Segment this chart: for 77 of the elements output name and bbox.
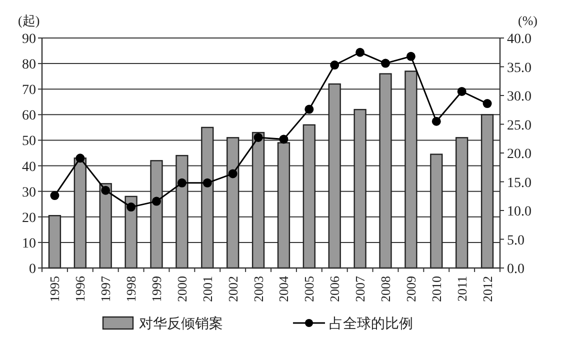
bar — [379, 73, 392, 269]
bar — [328, 83, 341, 269]
y-tick-label: 50 — [22, 134, 36, 150]
x-tick-label: 1996 — [72, 276, 88, 302]
point — [356, 48, 365, 57]
point — [432, 116, 441, 126]
point — [330, 60, 340, 70]
bar — [252, 132, 265, 269]
point — [254, 132, 263, 142]
x-tick-label: 2011 — [454, 276, 470, 302]
y-tick-label: 40 — [22, 160, 36, 175]
point — [279, 134, 288, 144]
point — [304, 104, 314, 114]
x-tick-label: 2000 — [174, 276, 190, 302]
y2-tick-label: 35.0 — [507, 60, 532, 76]
y2-tick-label: 0.0 — [507, 262, 524, 277]
bar — [226, 137, 240, 269]
x-tick-label: 1999 — [149, 276, 164, 302]
x-tick-label: 2005 — [302, 276, 317, 302]
point — [202, 178, 212, 188]
bar — [430, 154, 443, 269]
bar — [354, 108, 366, 269]
point — [76, 154, 85, 163]
point — [228, 169, 238, 178]
point — [101, 186, 110, 195]
bar — [48, 215, 62, 269]
point — [50, 191, 60, 200]
x-tick-label: 2010 — [428, 276, 444, 302]
bar — [150, 160, 163, 269]
point — [126, 202, 136, 212]
y-tick-label: 80 — [22, 58, 36, 73]
x-tick-label: 2001 — [200, 276, 215, 302]
bar — [99, 183, 112, 269]
x-tick-label: 1998 — [124, 276, 139, 302]
point — [406, 52, 416, 61]
x-tick-label: 1995 — [47, 276, 62, 302]
bar — [201, 126, 214, 269]
y-tick-label: 20 — [22, 210, 36, 226]
y-axis-title: (起) — [18, 13, 40, 28]
point — [177, 178, 186, 188]
y2-tick-label: 15.0 — [507, 176, 532, 191]
y2-axis-title: (%) — [518, 13, 538, 28]
x-tick-label: 2004 — [276, 276, 292, 302]
y-tick-label: 10 — [22, 236, 36, 252]
x-tick-label: 2003 — [250, 276, 266, 302]
legend-label: 占全球的比例 — [329, 316, 413, 332]
y2-tick-label: 20.0 — [507, 147, 532, 162]
y2-tick-label: 5.0 — [507, 233, 524, 248]
y2-tick-label: 25.0 — [507, 118, 532, 134]
point — [152, 196, 161, 206]
bar — [277, 142, 290, 269]
point — [457, 86, 466, 96]
x-tick-label: 2008 — [378, 276, 393, 302]
bar — [480, 114, 494, 269]
x-tick-label: 2009 — [403, 276, 418, 302]
y-tick-label: 90 — [22, 32, 36, 47]
x-tick-label: 2002 — [225, 276, 240, 302]
bar — [456, 137, 468, 269]
point — [482, 99, 492, 108]
bar — [124, 196, 138, 269]
y-tick-label: 0 — [29, 262, 36, 277]
y2-tick-label: 30.0 — [507, 90, 532, 104]
x-tick-label: 1997 — [98, 276, 114, 302]
x-tick-label: 2007 — [352, 276, 368, 302]
y2-tick-label: 40.0 — [507, 32, 532, 47]
y-tick-label: 60 — [22, 108, 36, 124]
point — [381, 58, 390, 68]
x-tick-label: 2006 — [327, 276, 342, 302]
y2-tick-label: 10.0 — [507, 204, 532, 220]
y-tick-label: 70 — [22, 83, 36, 98]
y-tick-label: 30 — [22, 185, 36, 200]
legend-label: 对华反倾销案 — [139, 315, 223, 332]
bar — [302, 124, 316, 269]
bar — [74, 158, 86, 269]
x-tick-label: 2012 — [480, 276, 495, 302]
bar — [404, 70, 418, 269]
bar — [176, 154, 188, 269]
